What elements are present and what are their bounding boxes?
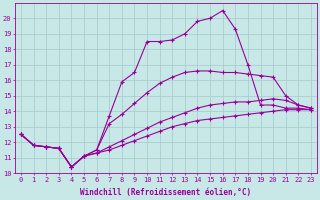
X-axis label: Windchill (Refroidissement éolien,°C): Windchill (Refroidissement éolien,°C) <box>80 188 252 197</box>
